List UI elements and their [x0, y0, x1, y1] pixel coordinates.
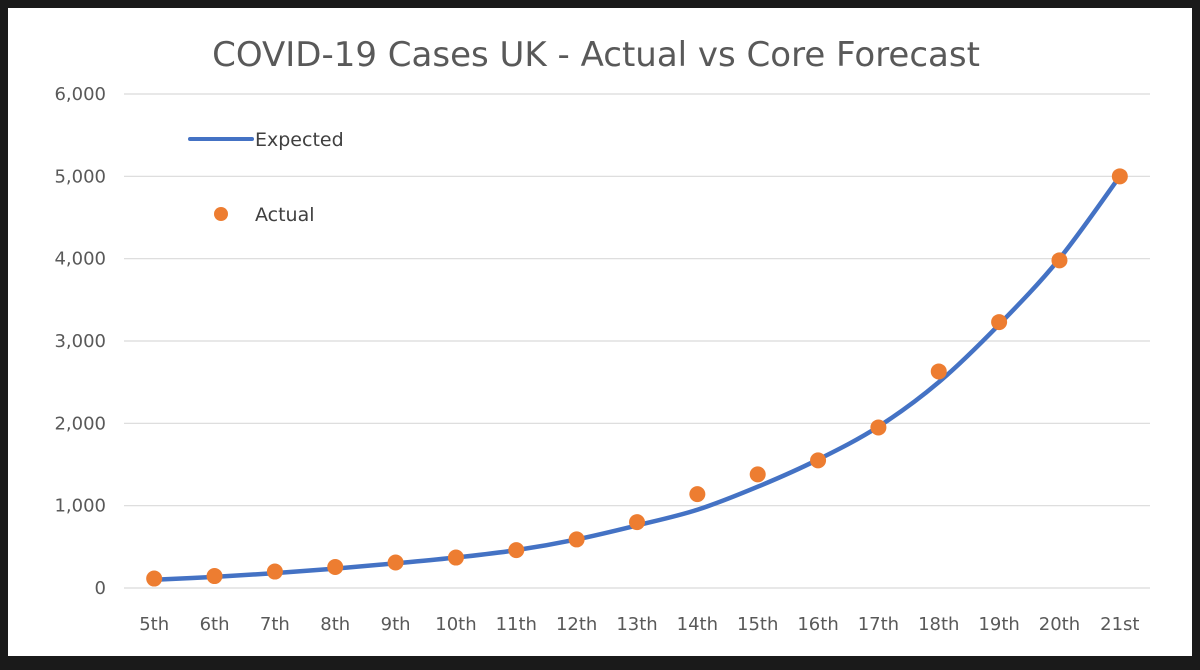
actual-point — [689, 486, 706, 503]
x-tick-label: 5th — [139, 614, 169, 635]
y-tick-label: 0 — [95, 578, 106, 599]
x-tick-label: 11th — [496, 614, 537, 635]
x-tick-label: 12th — [556, 614, 597, 635]
y-tick-label: 3,000 — [54, 331, 106, 352]
actual-point — [266, 563, 283, 580]
x-tick-label: 6th — [200, 614, 230, 635]
x-tick-label: 8th — [320, 614, 350, 635]
x-tick-label: 20th — [1039, 614, 1080, 635]
legend-actual-swatch — [214, 207, 228, 221]
y-tick-label: 5,000 — [54, 166, 106, 187]
chart-title: COVID-19 Cases UK - Actual vs Core Forec… — [212, 35, 980, 75]
x-tick-label: 7th — [260, 614, 290, 635]
actual-point — [146, 570, 163, 587]
actual-point — [930, 363, 947, 380]
actual-point — [447, 549, 464, 566]
chart-card: COVID-19 Cases UK - Actual vs Core Forec… — [8, 8, 1192, 656]
x-tick-label: 10th — [435, 614, 476, 635]
legend-expected-label: Expected — [255, 129, 344, 151]
x-tick-label: 21st — [1100, 614, 1139, 635]
y-tick-label: 2,000 — [54, 413, 106, 434]
gridlines — [124, 93, 1150, 589]
chart-svg: COVID-19 Cases UK - Actual vs Core Forec… — [54, 35, 1150, 635]
actual-point — [629, 514, 645, 531]
x-tick-label: 17th — [858, 614, 899, 635]
actual-point — [327, 559, 344, 576]
actual-point — [749, 466, 766, 483]
legend-actual-label: Actual — [255, 204, 315, 226]
x-tick-label: 9th — [381, 614, 411, 635]
x-tick-label: 14th — [677, 614, 718, 635]
actual-point — [387, 554, 404, 571]
legend: Expected Actual — [188, 129, 344, 226]
series — [146, 168, 1128, 587]
x-axis-ticks: 5th 6th 7th 8th 9th 10th 11th 12th 13th 14th 15th 1… — [139, 614, 1139, 635]
y-tick-label: 6,000 — [54, 84, 106, 105]
actual-point — [206, 568, 223, 585]
y-tick-label: 1,000 — [54, 496, 106, 517]
actual-point — [810, 452, 827, 469]
actual-point — [508, 542, 525, 559]
x-tick-label: 15th — [737, 614, 778, 635]
x-tick-label: 19th — [978, 614, 1019, 635]
actual-point — [568, 531, 585, 548]
x-tick-label: 16th — [797, 614, 838, 635]
x-tick-label: 18th — [918, 614, 959, 635]
actual-point — [1051, 252, 1068, 269]
y-axis-ticks: 0 1,000 2,000 3,000 4,000 5,000 6,000 — [54, 84, 106, 599]
actual-point — [870, 419, 887, 436]
actual-point — [1111, 168, 1128, 185]
x-tick-label: 13th — [616, 614, 657, 635]
actual-point — [991, 314, 1008, 331]
y-tick-label: 4,000 — [54, 249, 106, 270]
